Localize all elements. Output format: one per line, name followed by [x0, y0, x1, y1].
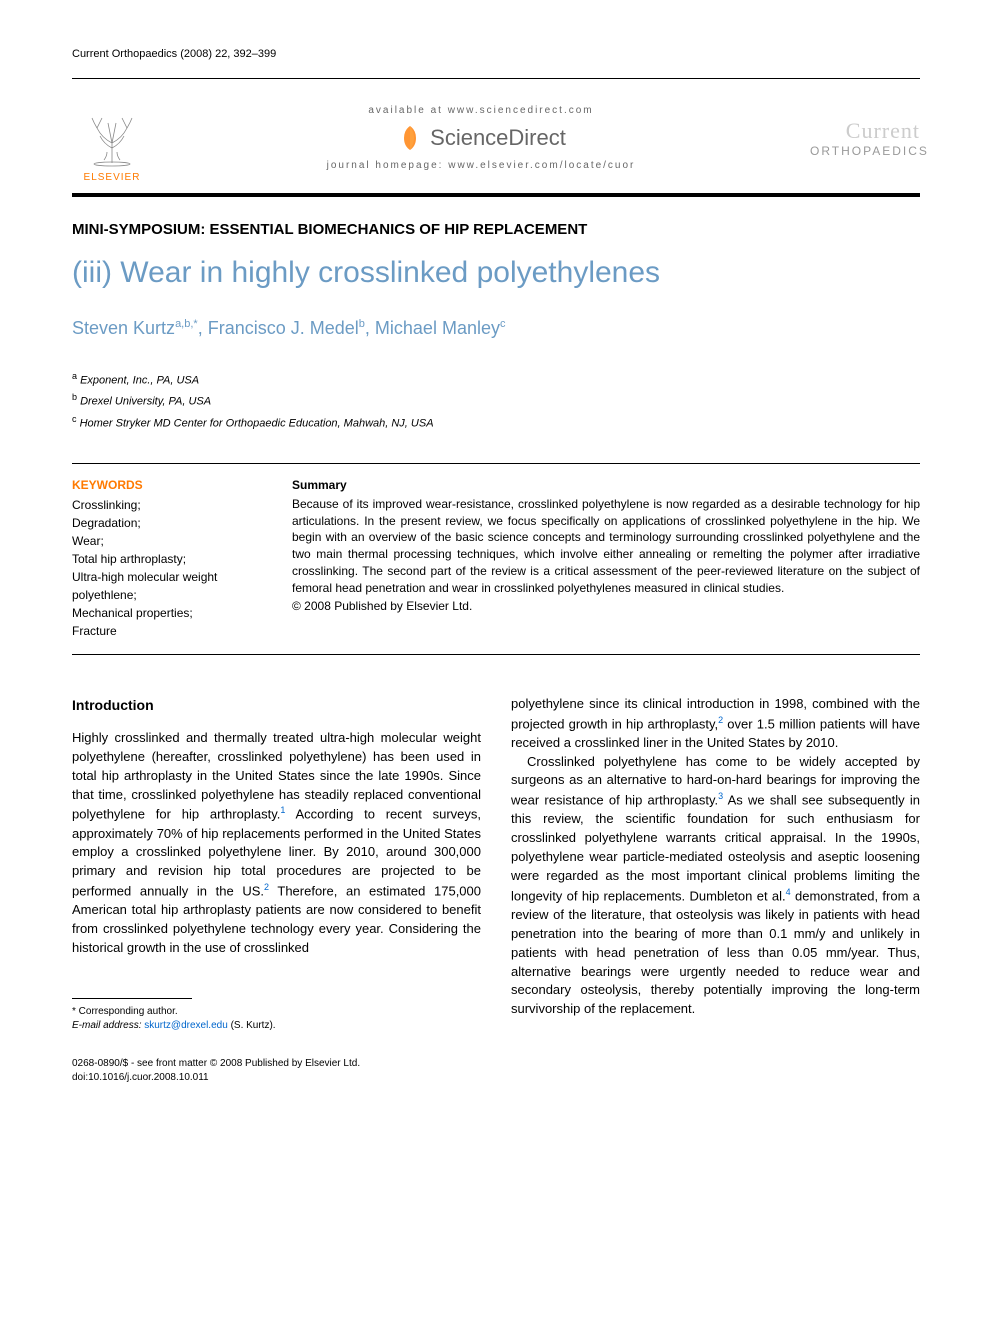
email-suffix: (S. Kurtz).: [231, 1020, 276, 1031]
body-column-left: Introduction Highly crosslinked and ther…: [72, 695, 481, 1033]
symposium-heading: MINI-SYMPOSIUM: ESSENTIAL BIOMECHANICS O…: [72, 221, 920, 238]
affiliation-b: Drexel University, PA, USA: [80, 396, 211, 408]
citation: Current Orthopaedics (2008) 22, 392–399: [72, 48, 920, 60]
sciencedirect-icon: [396, 124, 424, 152]
author-1-corr: *: [193, 318, 197, 330]
sciencedirect-label: ScienceDirect: [430, 125, 566, 151]
affiliation-c: Homer Stryker MD Center for Orthopaedic …: [80, 417, 434, 429]
email-label: E-mail address:: [72, 1020, 141, 1031]
available-at: available at www.sciencedirect.com: [368, 105, 593, 116]
author-3-aff: c: [500, 318, 506, 330]
summary-text: Because of its improved wear-resistance,…: [292, 496, 920, 597]
footnote-divider: [72, 998, 192, 999]
elsevier-logo: ELSEVIER: [72, 93, 152, 183]
divider-bottom: [72, 654, 920, 655]
sciencedirect-logo: ScienceDirect: [396, 124, 566, 152]
divider-top: [72, 463, 920, 464]
article-title: (iii) Wear in highly crosslinked polyeth…: [72, 256, 920, 290]
author-2-aff: b: [359, 318, 365, 330]
journal-title-word2: ORTHOPAEDICS: [810, 144, 920, 158]
summary-heading: Summary: [292, 478, 920, 492]
body-column-right: polyethylene since its clinical introduc…: [511, 695, 920, 1033]
keywords-list: Crosslinking; Degradation; Wear; Total h…: [72, 496, 262, 640]
corresponding-email[interactable]: skurtz@drexel.edu: [144, 1020, 228, 1031]
intro-paragraph-1-cont: polyethylene since its clinical introduc…: [511, 695, 920, 753]
introduction-heading: Introduction: [72, 695, 481, 715]
author-list: Steven Kurtza,b,*, Francisco J. Medelb, …: [72, 318, 920, 339]
author-2: Francisco J. Medel: [208, 318, 359, 338]
elsevier-label: ELSEVIER: [84, 172, 141, 183]
author-1-aff: a,b,: [175, 318, 193, 330]
elsevier-tree-icon: [82, 108, 142, 168]
corresponding-footnote: * Corresponding author. E-mail address: …: [72, 1005, 481, 1033]
keywords-column: KEYWORDS Crosslinking; Degradation; Wear…: [72, 478, 262, 640]
journal-title-word1: Current: [810, 118, 920, 144]
journal-homepage: journal homepage: www.elsevier.com/locat…: [327, 160, 636, 171]
journal-logo: Current ORTHOPAEDICS: [810, 118, 920, 158]
author-1: Steven Kurtz: [72, 318, 175, 338]
affiliation-a: Exponent, Inc., PA, USA: [80, 375, 199, 387]
article-page: Current Orthopaedics (2008) 22, 392–399 …: [0, 0, 992, 1125]
author-3: Michael Manley: [375, 318, 500, 338]
intro-paragraph-2: Crosslinked polyethylene has come to be …: [511, 753, 920, 1019]
body-columns: Introduction Highly crosslinked and ther…: [72, 695, 920, 1033]
summary-column: Summary Because of its improved wear-res…: [292, 478, 920, 640]
corresponding-author: * Corresponding author.: [72, 1005, 481, 1019]
footer-line2: doi:10.1016/j.cuor.2008.10.011: [72, 1071, 920, 1085]
summary-copyright: © 2008 Published by Elsevier Ltd.: [292, 599, 920, 613]
footer-info: 0268-0890/$ - see front matter © 2008 Pu…: [72, 1057, 920, 1085]
journal-header: ELSEVIER available at www.sciencedirect.…: [72, 78, 920, 197]
keywords-heading: KEYWORDS: [72, 478, 262, 492]
affiliations: a Exponent, Inc., PA, USA b Drexel Unive…: [72, 369, 920, 433]
header-center: available at www.sciencedirect.com Scien…: [152, 105, 810, 171]
meta-section: KEYWORDS Crosslinking; Degradation; Wear…: [72, 478, 920, 640]
intro-paragraph-1: Highly crosslinked and thermally treated…: [72, 729, 481, 958]
footer-line1: 0268-0890/$ - see front matter © 2008 Pu…: [72, 1057, 920, 1071]
